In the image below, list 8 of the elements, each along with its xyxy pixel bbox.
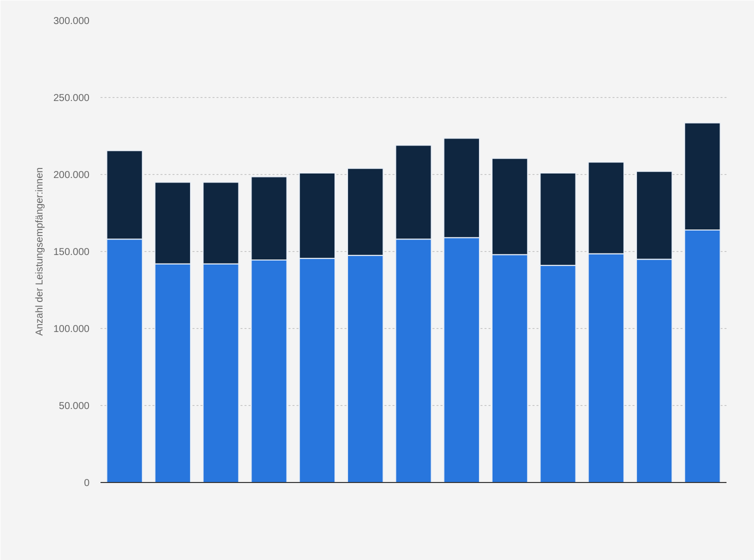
- y-tick-label: 50.000: [58, 401, 90, 412]
- y-axis-title: Anzahl der Leistungsempfänger:innen: [34, 167, 46, 336]
- y-tick-label: 200.000: [53, 170, 90, 181]
- y-tick-label: 0: [84, 478, 90, 489]
- y-tick-label: 150.000: [53, 247, 90, 258]
- y-tick-label: 250.000: [53, 93, 90, 104]
- y-tick-label: 100.000: [53, 324, 90, 335]
- y-tick-label: 300.000: [53, 16, 90, 27]
